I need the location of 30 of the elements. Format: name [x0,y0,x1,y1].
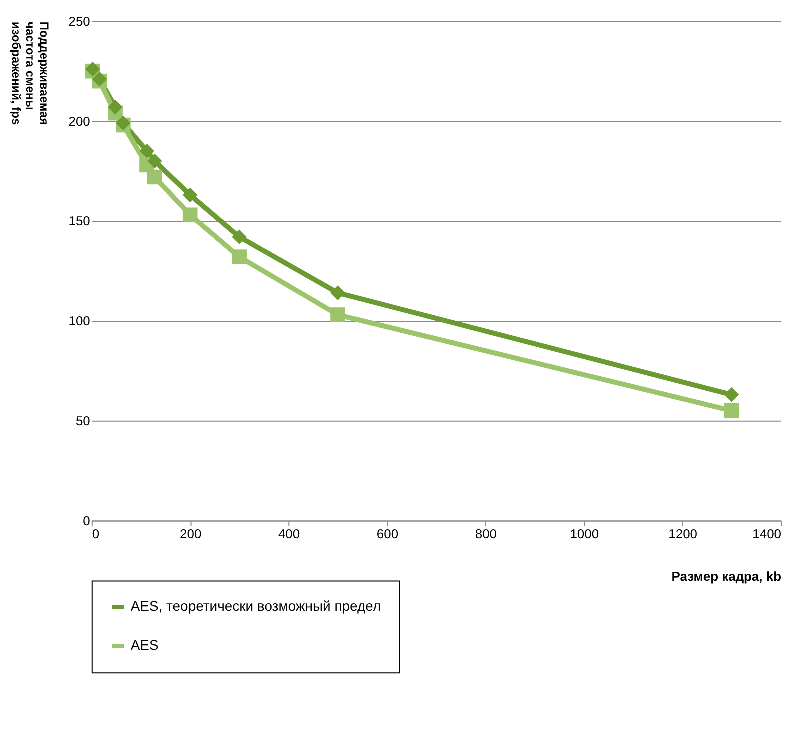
x-tick-label: 800 [475,526,497,542]
x-tick-label: 1400 [752,526,782,542]
point [108,100,123,115]
y-tick-label: 150 [68,214,90,229]
point [182,208,198,223]
point [330,286,346,300]
y-tick-label: 0 [83,513,90,528]
point [232,230,247,245]
x-tick-label: 400 [278,526,300,542]
point [147,170,162,185]
point [182,188,198,203]
legend-label: AES, теоретически возможный предел [130,598,382,614]
y-tick-label: 50 [76,413,90,428]
point [724,388,740,402]
point [140,144,154,159]
y-tick-label: 100 [68,314,90,329]
x-tick-label: 200 [180,526,202,542]
legend-label: AES [130,637,159,654]
x-tick-label: 600 [376,526,399,542]
point [330,308,346,322]
y-tick-label: 200 [68,114,90,129]
point [724,404,740,418]
x-axis-title: Размер кадра, kb [672,569,782,584]
x-tick-label: 1200 [668,526,698,542]
y-axis-title: Поддерживаемая частота смены изображений, fps [9,22,52,126]
x-tick-label: 1000 [570,526,600,542]
y-tick-label: 250 [68,14,90,29]
x-tick-label: 0 [92,526,100,542]
point [147,154,162,169]
point [232,250,247,265]
